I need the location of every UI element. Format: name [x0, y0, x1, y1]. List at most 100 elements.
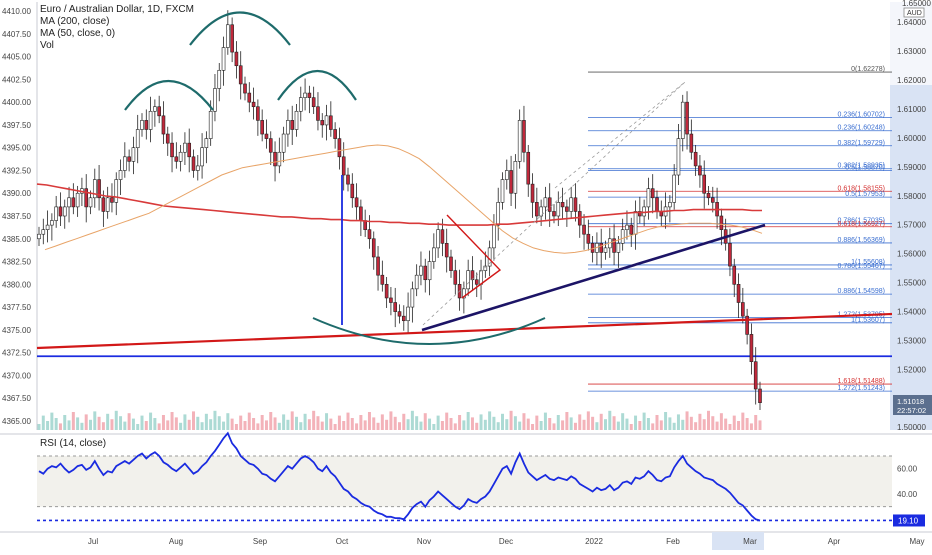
candle-body: [144, 120, 149, 130]
candle-body: [535, 202, 539, 217]
volume-bar: [513, 416, 517, 430]
volume-bar: [758, 420, 762, 430]
candle-body: [298, 97, 303, 112]
volume-bar: [54, 418, 58, 430]
right-shoulder-arc: [277, 70, 357, 101]
volume-bar: [294, 416, 299, 430]
right-axis-tick: 1.53000: [897, 336, 926, 345]
legend-ma200[interactable]: MA (200, close): [40, 16, 110, 27]
volume-bar: [724, 418, 728, 430]
volume-bar: [548, 418, 552, 430]
candle-body: [157, 106, 161, 117]
x-axis-tick: May: [909, 537, 924, 546]
volume-bar: [114, 410, 118, 430]
volume-bar: [179, 422, 183, 430]
right-axis-tick: 1.63000: [897, 47, 926, 56]
candle-body: [337, 138, 342, 158]
volume-bar: [157, 423, 161, 430]
volume-bar: [140, 415, 144, 430]
candle-body: [123, 156, 127, 171]
volume-bar: [286, 419, 290, 430]
volume-bar: [187, 419, 191, 430]
volume-bar: [621, 413, 625, 430]
volume-bar: [415, 416, 419, 430]
candle-body: [54, 206, 58, 221]
candle-body: [620, 229, 625, 244]
fib-level-label: 0.886(1.56369): [838, 237, 885, 244]
volume-bar: [453, 423, 457, 430]
left-axis-tick: 4367.50: [2, 394, 31, 403]
candle-body: [710, 197, 715, 203]
volume-bar: [325, 413, 329, 430]
navy-trendline: [421, 223, 766, 332]
candle-body: [311, 97, 316, 108]
left-axis-tick: 4365.00: [2, 417, 31, 426]
volume-bar: [359, 415, 363, 430]
volume-bar: [702, 419, 706, 430]
volume-bar: [217, 416, 221, 430]
volume-bar: [230, 418, 234, 430]
volume-bar: [522, 413, 526, 430]
left-shoulder-arc: [124, 79, 214, 111]
volume-bar: [711, 416, 715, 430]
volume-bar: [402, 413, 406, 430]
volume-bar: [616, 421, 620, 430]
fib-level-label: 0(1.62278): [851, 66, 885, 73]
chart-legend: Euro / Australian Dollar, 1D, FXCM MA (2…: [40, 4, 194, 52]
candle-body: [303, 92, 307, 98]
left-axis-tick: 4402.50: [2, 75, 31, 84]
candle-body: [668, 202, 672, 208]
volume-bar: [264, 420, 268, 430]
candle-body: [560, 202, 565, 208]
legend-ma50[interactable]: MA (50, close, 0): [40, 28, 116, 39]
candle-body: [329, 115, 333, 130]
volume-bar: [106, 413, 110, 430]
candle-body: [165, 133, 170, 144]
candle-body: [552, 211, 556, 217]
volume-bar: [312, 410, 316, 430]
candle-body: [419, 265, 423, 276]
volume-bar: [595, 422, 599, 430]
candle-body: [290, 120, 295, 130]
volume-bar: [543, 412, 547, 430]
legend-volume[interactable]: Vol: [40, 40, 54, 51]
volume-bar: [243, 421, 247, 430]
volume-bar: [226, 413, 230, 430]
volume-bar: [333, 424, 337, 430]
candle-body: [75, 192, 80, 208]
fib-level-label: 1.618(1.51488): [838, 378, 885, 385]
rsi-legend[interactable]: RSI (14, close): [40, 438, 107, 449]
candle-body: [62, 206, 67, 217]
candle-body: [71, 197, 76, 208]
volume-bar: [136, 424, 140, 430]
candle-body: [226, 24, 230, 48]
volume-bar: [367, 412, 371, 430]
left-axis-tick: 4385.00: [2, 235, 31, 244]
fib-level-label: 0.886(1.54598): [838, 288, 885, 295]
chart-title: Euro / Australian Dollar, 1D, FXCM: [40, 4, 194, 15]
volume-bar: [719, 413, 723, 430]
candle-body: [732, 265, 737, 285]
fib-level-label: 0.382(1.59729): [838, 140, 885, 147]
volume-bar: [475, 422, 479, 430]
volume-bar: [123, 421, 127, 430]
right-axis-tick: 1.50000: [897, 423, 926, 432]
volume-bar: [329, 418, 333, 430]
candle-body: [354, 197, 359, 208]
volume-bar: [191, 411, 196, 430]
rsi-value-label: 19.10: [898, 516, 919, 525]
candle-body: [88, 197, 93, 208]
volume-bar: [458, 415, 462, 430]
x-axis-tick: Oct: [336, 537, 349, 546]
volume-bar: [432, 424, 436, 430]
candle-body: [153, 106, 157, 112]
volume-bar: [428, 418, 432, 430]
candle-body: [195, 165, 200, 171]
volume-bar: [685, 411, 689, 430]
candle-body: [504, 170, 509, 180]
candle-body: [680, 101, 685, 139]
right-axis-tick: 1.54000: [897, 307, 926, 316]
volume-bar: [153, 418, 157, 430]
candle-body: [629, 224, 634, 235]
